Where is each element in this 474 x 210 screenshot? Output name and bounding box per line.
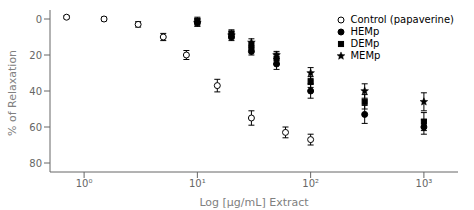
svg-text:Log [µg/mL] Extract: Log [µg/mL] Extract — [199, 196, 309, 209]
svg-text:10⁰: 10⁰ — [76, 178, 93, 189]
svg-text:% of Relaxation: % of Relaxation — [8, 50, 19, 136]
html-text:Control (papaverine): Control (papaverine) — [350, 14, 454, 25]
svg-text:60: 60 — [29, 122, 42, 133]
html-text:MEMp: MEMp — [350, 50, 381, 61]
svg-text:80: 80 — [29, 158, 42, 169]
html-text:DEMp: DEMp — [350, 38, 380, 49]
svg-text:10¹: 10¹ — [189, 178, 206, 189]
svg-text:10³: 10³ — [416, 178, 433, 189]
svg-text:40: 40 — [29, 86, 42, 97]
svg-text:0: 0 — [36, 14, 42, 25]
svg-text:20: 20 — [29, 50, 42, 61]
svg-text:10²: 10² — [302, 178, 319, 189]
html-text:HEMp: HEMp — [350, 26, 380, 37]
